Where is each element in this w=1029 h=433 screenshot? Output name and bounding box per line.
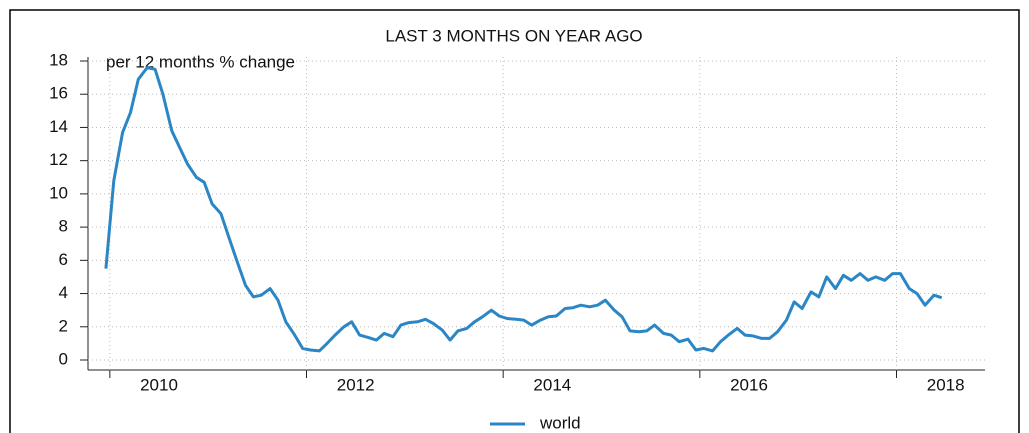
x-tick-label: 2014	[533, 375, 571, 394]
chart-title: LAST 3 MONTHS ON YEAR AGO	[385, 26, 642, 45]
x-tick-label: 2012	[337, 375, 375, 394]
frame	[9, 9, 1020, 433]
x-tick-label: 2016	[730, 375, 768, 394]
y-tick-label: 12	[49, 150, 68, 169]
y-tick-label: 0	[59, 349, 68, 368]
y-tick-label: 18	[49, 50, 68, 69]
y-tick-label: 8	[59, 217, 68, 236]
y-tick-label: 6	[59, 250, 68, 269]
y-tick-label: 2	[59, 316, 68, 335]
y-tick-label: 10	[49, 183, 68, 202]
y-tick-label: 14	[49, 117, 68, 136]
series-line	[104, 66, 943, 353]
y-tick-label: 16	[49, 84, 68, 103]
x-tick-label: 2018	[927, 375, 965, 394]
y-tick-label: 4	[59, 283, 68, 302]
legend-label: world	[539, 413, 581, 432]
subtitle: per 12 months % change	[106, 52, 295, 71]
x-tick-label: 2010	[140, 375, 178, 394]
